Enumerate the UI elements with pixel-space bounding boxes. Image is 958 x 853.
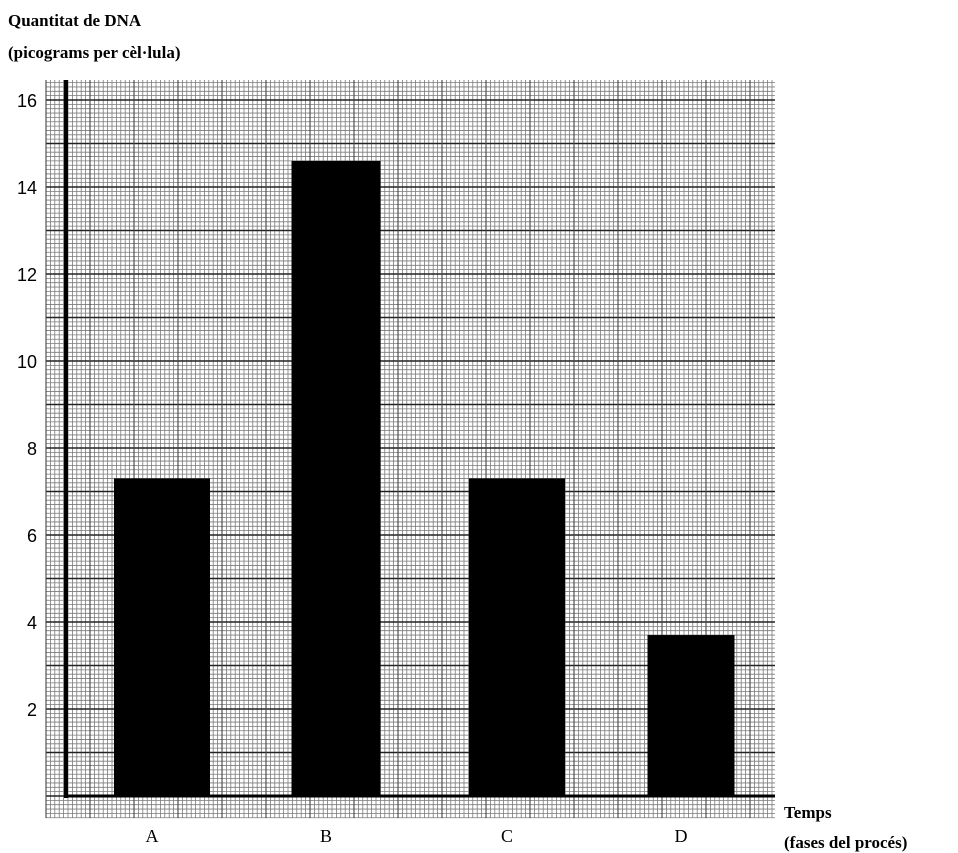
bar-D [647, 635, 735, 796]
y-tick-label: 8 [27, 439, 37, 459]
x-axis-label-line1: Temps [784, 803, 832, 822]
y-axis-label-line1: Quantitat de DNA [8, 11, 142, 30]
bar-C [469, 478, 565, 796]
y-tick-label: 14 [17, 178, 37, 198]
x-axis-label-line2: (fases del procés) [784, 833, 907, 852]
y-tick-label: 2 [27, 700, 37, 720]
y-tick-label: 4 [27, 613, 37, 633]
bar-B [291, 160, 381, 796]
y-axis-label-line2: (picograms per cèl·lula) [8, 43, 181, 62]
y-tick-label: 10 [17, 352, 37, 372]
bar-A [114, 478, 210, 796]
y-tick-label: 16 [17, 91, 37, 111]
bars [114, 160, 735, 796]
x-category-label: D [675, 826, 688, 846]
x-category-label: C [501, 826, 513, 846]
y-tick-label: 12 [17, 265, 37, 285]
x-category-label: B [320, 826, 332, 846]
x-category-label: A [146, 826, 159, 846]
y-tick-labels: 2 4 6 8 10 12 14 16 [17, 91, 37, 720]
x-category-labels: A B C D [146, 826, 688, 846]
y-tick-label: 6 [27, 526, 37, 546]
